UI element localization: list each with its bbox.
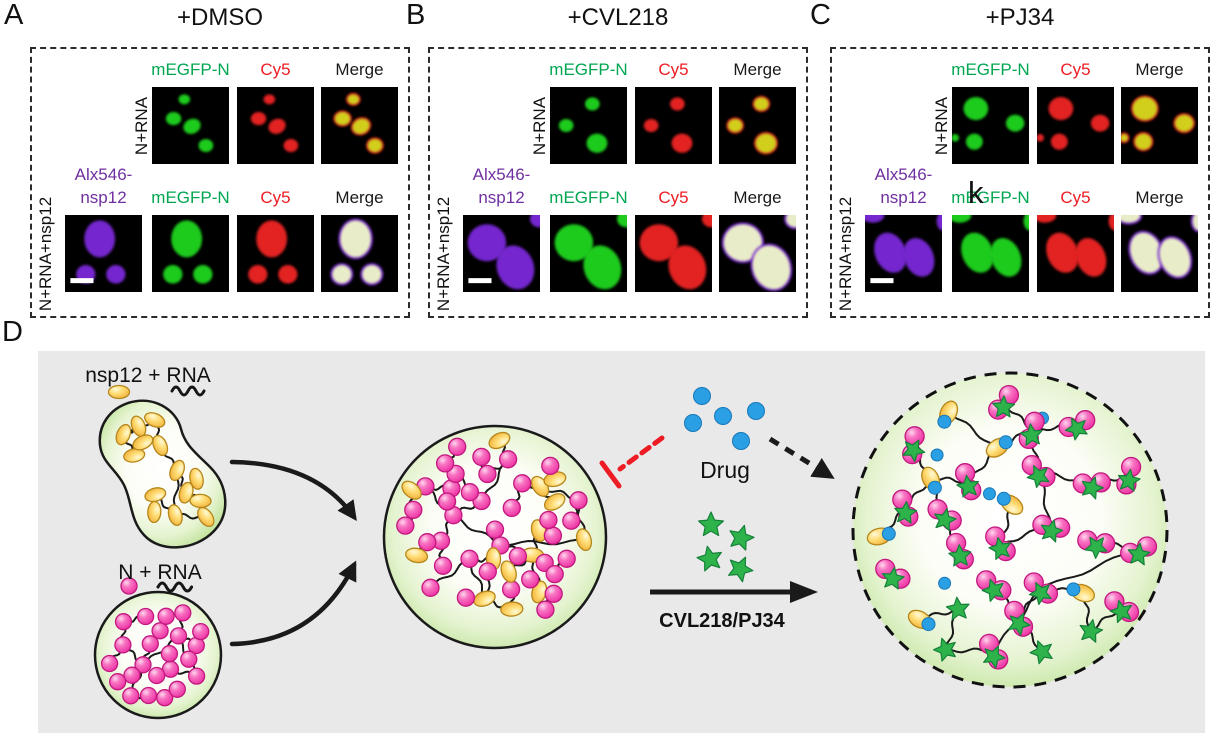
channel-label: Cy5: [260, 188, 291, 207]
panel-title-a: +DMSO: [176, 4, 264, 31]
nsp12-rna-label: nsp12 + RNA: [85, 364, 211, 387]
micrograph-merge_pale: [719, 215, 796, 292]
channel-label: Merge: [1135, 188, 1184, 207]
channel-label: mEGFP-N: [951, 60, 1030, 79]
micrograph-green: [952, 215, 1029, 292]
scale-bar: [870, 278, 894, 284]
scale-bar: [70, 278, 94, 284]
channel-label: Merge: [335, 60, 384, 79]
panel-box-b: [428, 47, 808, 318]
treatment-arrow: [650, 581, 818, 603]
row-label-n-rna: N+RNA: [932, 96, 951, 155]
micrograph-merge_pale: [1121, 215, 1198, 292]
micrograph-red: [237, 215, 314, 292]
n-rna-label: N + RNA: [118, 561, 201, 584]
micrograph-green: [152, 87, 229, 164]
micrograph-green: [550, 87, 627, 164]
panel-letter-a: A: [4, 0, 24, 31]
micrograph-green: [952, 87, 1029, 164]
nsp12-oval-icon: [107, 384, 131, 400]
channel-label: Alx546-: [472, 165, 531, 184]
channel-label: Merge: [733, 188, 782, 207]
panel-box-a: [30, 47, 410, 318]
n-protein-sphere-icon: [120, 577, 138, 595]
drug-label: Drug: [700, 457, 750, 483]
channel-label: Cy5: [1060, 60, 1091, 79]
channel-label: Cy5: [658, 60, 689, 79]
treatment-label: CVL218/PJ34: [659, 610, 786, 632]
micrograph-merge_yellow: [321, 87, 398, 164]
panel-title-c: +PJ34: [985, 4, 1055, 31]
channel-label: Merge: [335, 188, 384, 207]
channel-label: nsp12: [478, 188, 525, 207]
micrograph-red: [1037, 87, 1114, 164]
inhibition-icon: [599, 435, 665, 489]
mechanism-diagram: nsp12 + RNA N + RNA Drug CVL218/PJ34: [38, 351, 1205, 733]
arrow-drug-dashed: [768, 436, 835, 479]
channel-label: Merge: [733, 60, 782, 79]
channel-label: Cy5: [658, 188, 689, 207]
channel-label: nsp12: [80, 188, 127, 207]
channel-label: Merge: [1135, 60, 1184, 79]
droplet-schematics: [93, 371, 1169, 720]
row-label-n-rna-nsp12: N+RNA+nsp12: [836, 196, 855, 311]
micrograph-red: [635, 215, 712, 292]
star-drug-icons: [696, 511, 755, 583]
micrograph-red: [635, 87, 712, 164]
panel-letter-d: D: [2, 316, 23, 348]
rna-squiggle-icon: [156, 581, 194, 593]
channel-label: Cy5: [260, 60, 291, 79]
panel-box-c: [830, 47, 1210, 318]
micrograph-red: [1037, 215, 1114, 292]
channel-label: Alx546-: [874, 165, 933, 184]
micrograph-purple: [65, 215, 142, 292]
channel-label: mEGFP-N: [151, 60, 230, 79]
micrograph-purple: [865, 215, 942, 292]
micrograph-merge_pale: [321, 215, 398, 292]
panel-title-b: +CVL218: [567, 4, 669, 31]
micrograph-green: [152, 215, 229, 292]
micrograph-purple: [463, 215, 540, 292]
micrograph-merge_yellow: [719, 87, 796, 164]
scale-bar: [468, 278, 492, 284]
drug-dots-icon: [684, 387, 765, 450]
channel-label: nsp12: [880, 188, 927, 207]
channel-label: mEGFP-N: [549, 188, 628, 207]
micrograph-red: [237, 87, 314, 164]
arrow-n-to-droplet: [229, 560, 357, 647]
panel-letter-b: B: [406, 0, 426, 31]
channel-label: Alx546-: [74, 165, 133, 184]
channel-label: mEGFP-N: [549, 60, 628, 79]
panel-letter-c: C: [810, 0, 831, 31]
channel-label: Cy5: [1060, 188, 1091, 207]
assembly-arrows: [229, 459, 357, 647]
channel-label: mEGFP-N: [151, 188, 230, 207]
channel-label: mEGFP-N: [951, 188, 1030, 207]
rna-squiggle-icon: [170, 385, 206, 397]
stray-k-artifact: k: [968, 175, 984, 210]
micrograph-green: [550, 215, 627, 292]
arrow-nsp12-to-droplet: [229, 459, 357, 522]
micrograph-merge_yellow: [1121, 87, 1198, 164]
